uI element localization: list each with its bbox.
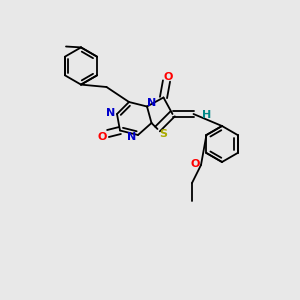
Text: S: S — [160, 129, 167, 140]
Text: N: N — [106, 107, 115, 118]
Text: N: N — [147, 98, 156, 109]
Text: N: N — [127, 131, 136, 142]
Text: O: O — [163, 71, 173, 82]
Text: O: O — [98, 131, 107, 142]
Text: O: O — [190, 159, 200, 170]
Text: H: H — [202, 110, 211, 120]
